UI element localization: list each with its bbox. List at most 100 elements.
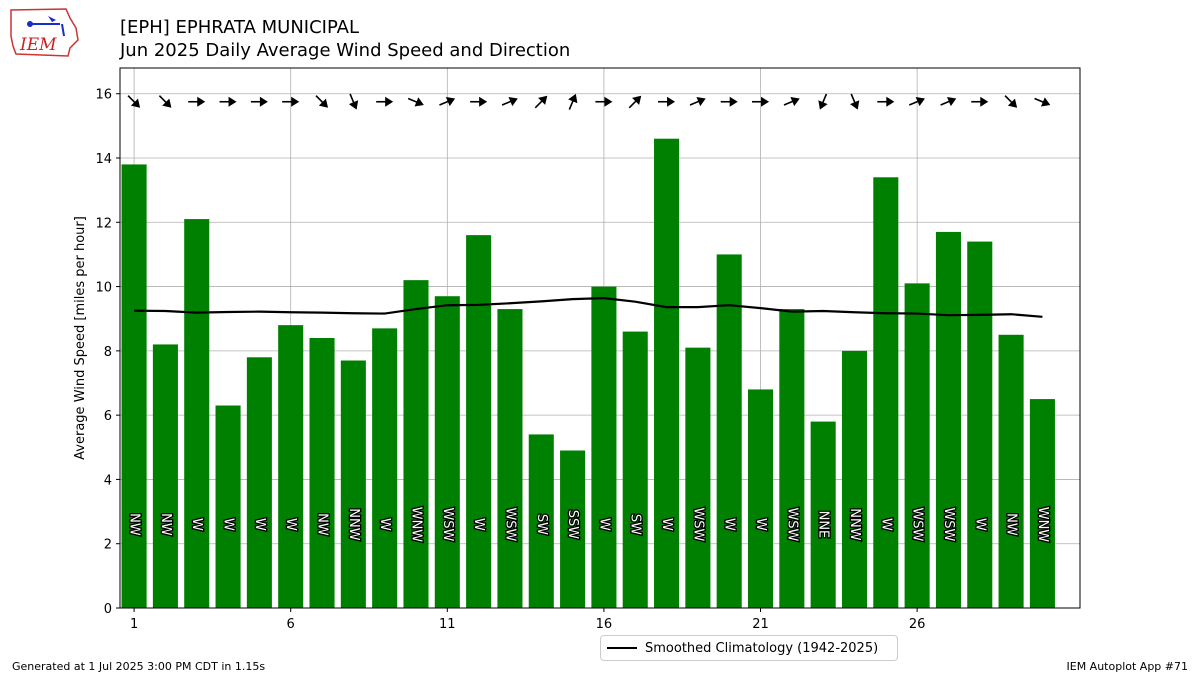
- bar-day-14: [528, 434, 554, 608]
- wind-arrow-head-day-2: [162, 98, 172, 108]
- direction-label-day-22: WSW: [784, 507, 799, 541]
- bars: [121, 138, 1055, 609]
- bar-day-23: [810, 421, 836, 608]
- iem-logo: IEM: [8, 6, 80, 58]
- y-tick-label: 8: [104, 345, 112, 360]
- bar-day-18: [654, 138, 680, 608]
- wind-arrow-head-day-22: [790, 96, 800, 107]
- direction-label-day-1: NW: [127, 513, 142, 536]
- bar-day-11: [434, 296, 460, 608]
- legend: Smoothed Climatology (1942-2025): [600, 635, 898, 661]
- y-tick-label: 12: [95, 216, 112, 231]
- direction-label-day-12: W: [471, 518, 486, 531]
- wind-arrow-head-day-3: [197, 96, 206, 107]
- plot-frame: [119, 67, 1081, 609]
- wind-arrow-head-day-19: [696, 96, 706, 107]
- direction-label-day-13: WSW: [502, 507, 517, 541]
- y-tick-label: 0: [104, 602, 112, 617]
- direction-label-day-16: W: [596, 518, 611, 531]
- direction-label-day-9: W: [377, 518, 392, 531]
- wind-arrow-head-day-5: [259, 96, 268, 107]
- y-tick-label: 6: [104, 409, 112, 424]
- bar-day-9: [372, 328, 398, 608]
- wind-arrow-head-day-20: [729, 96, 738, 107]
- bar-day-27: [935, 231, 961, 608]
- wind-arrow-head-day-8: [348, 100, 359, 110]
- direction-label-day-6: W: [283, 518, 298, 531]
- wind-arrow-head-day-12: [479, 96, 488, 107]
- climatology-line-group: [134, 297, 1043, 318]
- bar-day-7: [309, 338, 335, 608]
- bar-day-30: [1029, 399, 1055, 608]
- wind-arrow-head-day-9: [385, 96, 394, 107]
- wind-arrow-head-day-14: [538, 95, 548, 105]
- bar-day-25: [873, 177, 899, 609]
- bar-day-1: [121, 164, 147, 608]
- wind-arrow-head-day-27: [946, 96, 957, 107]
- y-axis-label: Average Wind Speed [miles per hour]: [73, 216, 88, 460]
- direction-label-day-8: NNW: [346, 508, 361, 540]
- direction-label-day-21: W: [753, 518, 768, 531]
- wind-arrow-head-day-23: [818, 100, 828, 110]
- y-ticks: 0 2 4 6 8 10 12 14 16: [95, 88, 120, 617]
- wind-arrow-head-day-25: [886, 96, 895, 107]
- direction-label-day-2: NW: [158, 513, 173, 536]
- chart-title: [EPH] EPHRATA MUNICIPAL: [120, 17, 360, 38]
- legend-label: Smoothed Climatology (1942-2025): [645, 640, 879, 656]
- wind-arrow-head-day-26: [915, 96, 925, 107]
- direction-label-day-27: WSW: [941, 507, 956, 541]
- wind-arrow-head-day-24: [850, 100, 860, 110]
- direction-label-day-20: W: [722, 518, 737, 531]
- wind-arrow-head-day-6: [291, 96, 300, 107]
- bar-day-10: [403, 280, 429, 608]
- wind-arrow-head-day-13: [508, 96, 518, 107]
- direction-label-day-24: NNW: [847, 508, 862, 540]
- generated-note: Generated at 1 Jul 2025 3:00 PM CDT in 1…: [12, 660, 266, 673]
- direction-label-day-18: W: [659, 518, 674, 531]
- y-tick-label: 4: [104, 473, 112, 488]
- x-tick-label: 11: [439, 617, 456, 632]
- direction-label-day-7: NW: [315, 513, 330, 536]
- y-tick-label: 16: [95, 88, 112, 103]
- direction-labels: NW NW W W W W NW NNW W WNW WSW W WSW SW SSW W SW W WSW W W WS…: [125, 505, 1051, 543]
- x-ticks: 1 6 11 16 21 26: [130, 608, 925, 632]
- wind-arrow-head-day-16: [604, 96, 613, 107]
- bar-day-2: [152, 344, 178, 608]
- direction-label-day-3: W: [189, 518, 204, 531]
- x-tick-label: 1: [130, 617, 138, 632]
- climatology-line: [134, 297, 1043, 318]
- direction-label-day-4: W: [221, 518, 236, 531]
- direction-label-day-5: W: [252, 518, 267, 531]
- chart-subtitle: Jun 2025 Daily Average Wind Speed and Di…: [120, 40, 571, 61]
- bar-day-6: [278, 325, 304, 608]
- wind-arrow-head-day-10: [414, 97, 424, 107]
- bar-day-22: [779, 309, 805, 608]
- bar-day-21: [747, 389, 774, 608]
- app-credit: IEM Autoplot App #71: [1066, 660, 1189, 673]
- wind-arrow-head-day-18: [667, 96, 676, 107]
- wind-arrow-head-day-29: [1007, 98, 1018, 108]
- wind-arrow-head-day-1: [130, 98, 141, 108]
- wind-arrow-head-day-21: [761, 96, 770, 107]
- direction-label-day-29: NW: [1004, 513, 1019, 536]
- bar-day-28: [967, 241, 993, 609]
- logo-text: IEM: [19, 35, 57, 55]
- direction-label-day-10: WNW: [408, 507, 423, 543]
- bar-day-3: [184, 219, 210, 609]
- direction-label-day-14: SW: [534, 514, 549, 535]
- bar-day-26: [904, 283, 930, 608]
- x-tick-label: 26: [909, 617, 926, 632]
- bar-day-17: [622, 331, 648, 608]
- x-tick-label: 16: [596, 617, 613, 632]
- wind-arrow-head-day-28: [980, 96, 989, 107]
- bar-day-20: [716, 254, 742, 608]
- bar-day-29: [998, 334, 1024, 608]
- wind-arrow-head-day-7: [318, 98, 329, 108]
- bar-day-5: [246, 357, 272, 608]
- direction-label-day-23: NNE: [816, 511, 831, 539]
- legend-line-swatch: [607, 647, 637, 649]
- direction-label-day-15: SSW: [565, 510, 580, 540]
- bar-day-13: [497, 309, 523, 608]
- direction-label-day-25: W: [878, 518, 893, 531]
- bar-day-12: [466, 235, 492, 608]
